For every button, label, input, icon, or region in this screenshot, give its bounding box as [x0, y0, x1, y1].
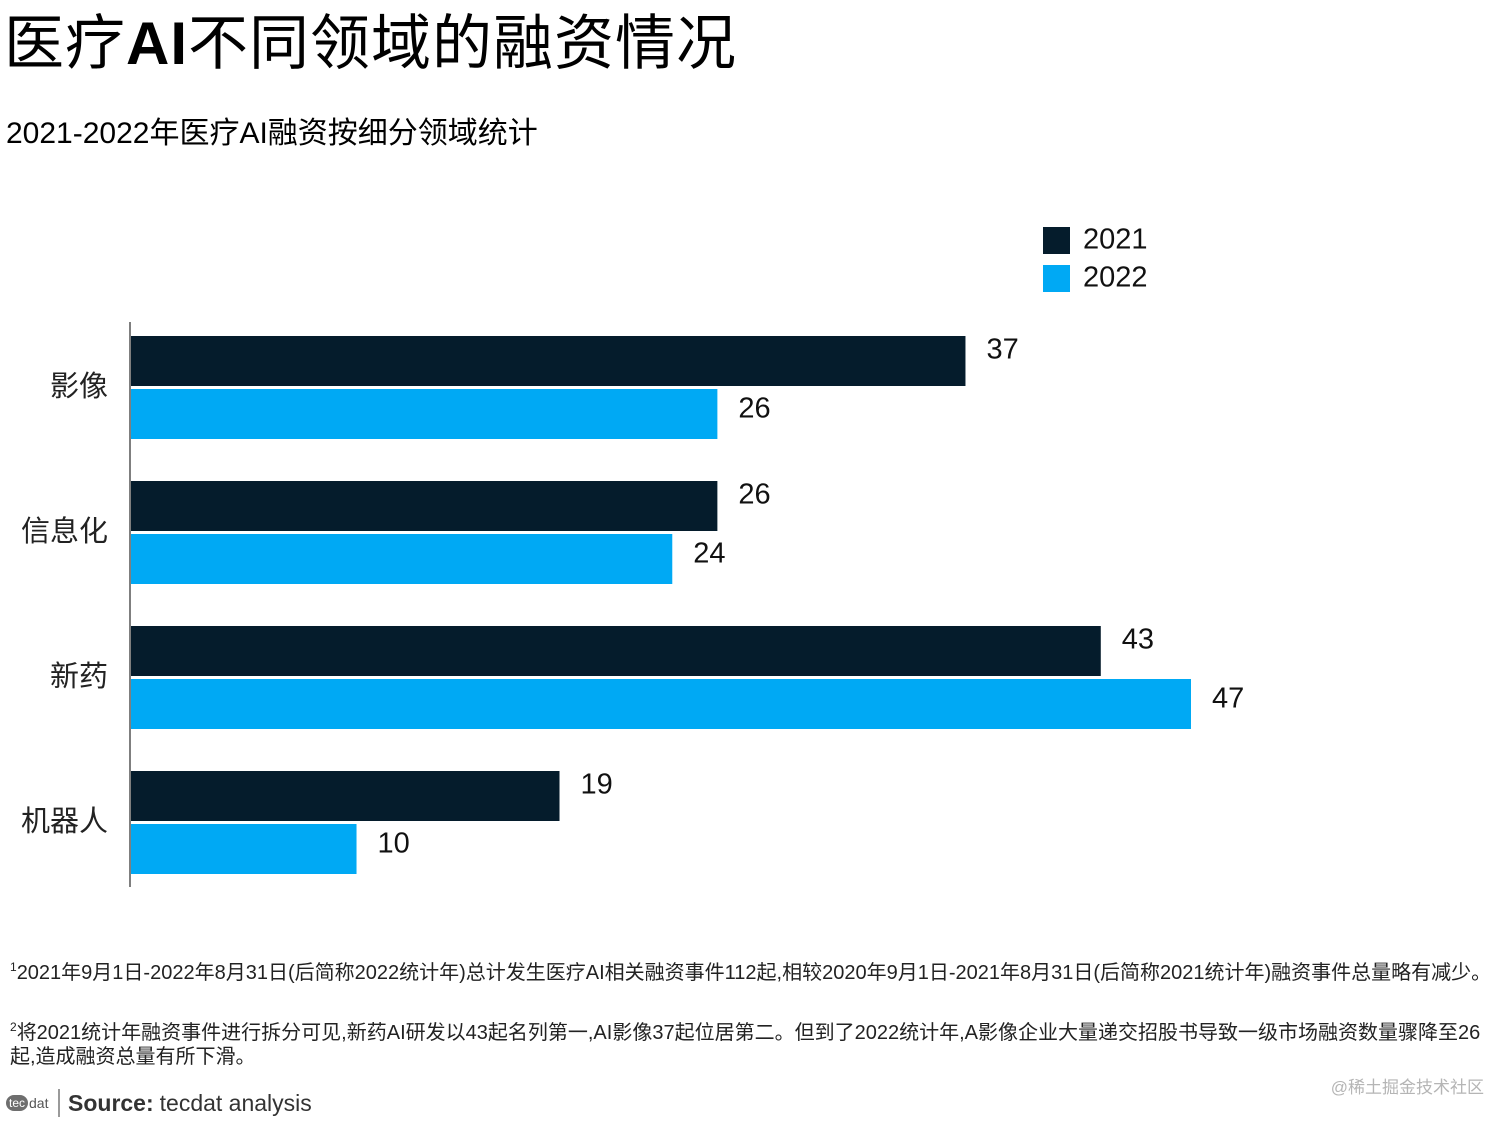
bar-2022: [131, 679, 1191, 729]
title-suffix: 不同领域的融资情况: [188, 9, 737, 79]
legend-label: 2022: [1083, 262, 1148, 294]
footnote-1: 12021年9月1日-2022年8月31日(后简称2022统计年)总计发生医疗A…: [10, 955, 1505, 985]
source-label: Source:: [68, 1089, 154, 1116]
footnote-2-marker: 2: [10, 1020, 17, 1034]
bar-2022: [131, 534, 673, 584]
logo-suffix: dat: [29, 1095, 49, 1111]
title-bold: AI: [126, 10, 188, 77]
bar-2021: [131, 336, 966, 386]
data-label: 10: [378, 828, 410, 860]
footnote-2-text: 将2021统计年融资事件进行拆分可见,新药AI研发以43起名列第一,AI影像37…: [10, 1022, 1481, 1068]
data-label: 26: [738, 393, 770, 425]
footnote-2: 2将2021统计年融资事件进行拆分可见,新药AI研发以43起名列第一,AI影像3…: [10, 1015, 1505, 1069]
bar-chart: 影像 37 26 信息化 26 24 新药 43 47 机器人 19 10 2021 2022: [21, 224, 1244, 887]
legend-swatch-2021: [1043, 227, 1070, 254]
category-label: 新药: [50, 659, 108, 693]
data-label: 24: [693, 538, 725, 570]
category-label: 影像: [50, 369, 108, 403]
data-label: 19: [581, 769, 613, 801]
footnote-1-text: 2021年9月1日-2022年8月31日(后简称2022统计年)总计发生医疗AI…: [16, 962, 1492, 984]
page-title: 医疗AI不同领域的融资情况: [4, 6, 737, 82]
bar-2022: [131, 389, 718, 439]
source-line: tec dat Source: tecdat analysis: [6, 1088, 312, 1118]
watermark: @稀土掘金技术社区: [1330, 1078, 1484, 1097]
category-label: 机器人: [21, 804, 108, 838]
bar-2021: [131, 626, 1101, 676]
data-label: 26: [738, 479, 770, 511]
data-label: 43: [1122, 624, 1154, 656]
legend-label: 2021: [1083, 224, 1148, 256]
bar-2022: [131, 824, 357, 874]
chart-subtitle: 2021-2022年医疗AI融资按细分领域统计: [6, 117, 538, 150]
logo-badge: tec: [6, 1095, 29, 1111]
category-label: 信息化: [21, 514, 108, 548]
footnote-1-marker: 1: [10, 960, 17, 974]
bar-2021: [131, 481, 718, 531]
source-text: tecdat analysis: [159, 1089, 312, 1116]
data-label: 37: [986, 334, 1018, 366]
title-prefix: 医疗: [4, 9, 126, 79]
bar-2021: [131, 771, 560, 821]
data-label: 47: [1212, 683, 1244, 715]
tecdat-logo: tec dat: [6, 1089, 60, 1117]
legend-swatch-2022: [1043, 265, 1070, 292]
